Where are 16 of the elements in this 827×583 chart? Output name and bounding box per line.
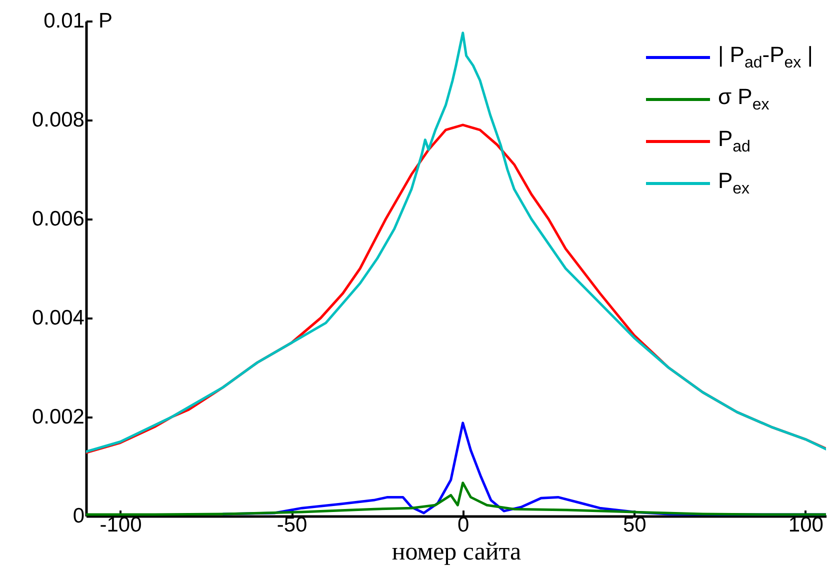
y-tick-label: 0.004 bbox=[32, 306, 85, 330]
x-tick-label: -50 bbox=[276, 514, 308, 536]
x-tick-label: 0 bbox=[458, 514, 470, 536]
x-tick-label: 100 bbox=[788, 514, 824, 536]
y-tick-label: 0.006 bbox=[32, 208, 84, 230]
y-tick-label: 0.01 bbox=[44, 10, 84, 32]
y-tick-label: 0.002 bbox=[32, 406, 84, 428]
y-tick-label: 0.008 bbox=[32, 108, 84, 132]
line-series bbox=[86, 32, 826, 453]
legend-label: P$_{ad}$ bbox=[718, 126, 750, 156]
x-tick-label: -100 bbox=[100, 514, 142, 536]
legend-label: σ P$_{ex}$ bbox=[718, 84, 770, 114]
y-axis-title: P bbox=[98, 10, 113, 32]
x-axis-title: номер сайта bbox=[392, 538, 522, 566]
legend-label: P$_{ex}$ bbox=[718, 168, 750, 198]
legend-label: | P$_{ad}$-P$_{ex}$ | bbox=[718, 42, 813, 72]
